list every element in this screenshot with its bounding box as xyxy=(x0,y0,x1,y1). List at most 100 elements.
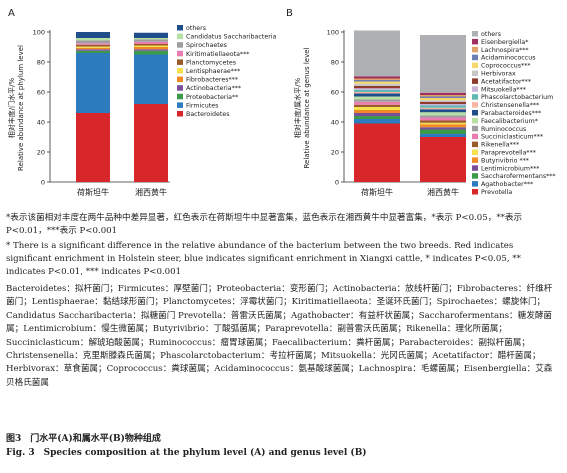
legend-swatch xyxy=(177,68,183,74)
legend-swatch xyxy=(177,76,183,83)
legend-swatch xyxy=(177,33,183,40)
bar-segment xyxy=(420,101,466,104)
legend-swatch xyxy=(177,102,183,108)
bar-segment xyxy=(134,39,168,42)
bar-segment xyxy=(134,54,168,104)
y-tick-label: 20 xyxy=(331,149,339,157)
bar-segment xyxy=(354,30,400,77)
bar-segment xyxy=(76,38,110,41)
bar-segment xyxy=(420,117,466,121)
bar-segment xyxy=(420,107,466,110)
bar-segment xyxy=(354,92,400,94)
legend-swatch xyxy=(472,78,478,84)
bar-segment xyxy=(354,116,400,119)
legend-label: Agathobacter*** xyxy=(481,181,533,188)
legend-label: Kiritimatiellaeota*** xyxy=(186,51,249,58)
bar-segment xyxy=(354,89,400,92)
bar-segment xyxy=(76,32,110,38)
y-axis-label-en: Relative abundance at genus level xyxy=(303,47,311,168)
bar-segment xyxy=(420,137,466,182)
legend-label: Succiniclasticum*** xyxy=(481,134,543,141)
bar-segment xyxy=(354,99,400,102)
bar-segment xyxy=(134,49,168,51)
y-tick-label: 0 xyxy=(335,179,339,187)
bar-segment xyxy=(76,113,110,182)
y-axis-label-cn: 相对丰度/门水平/% xyxy=(7,77,16,138)
bar-segment xyxy=(76,47,110,50)
bar-segment xyxy=(420,127,466,130)
legend-label: Ruminococcus xyxy=(481,126,526,133)
y-tick-label: 80 xyxy=(331,59,339,67)
legend-label: Lentisphaerae*** xyxy=(186,68,240,75)
legend-label: Eisenbergiella* xyxy=(481,39,528,46)
bar-segment xyxy=(76,40,110,44)
legend-swatch xyxy=(177,50,183,57)
y-tick-label: 40 xyxy=(37,119,45,127)
legend-swatch xyxy=(472,149,478,155)
figure-title-cn: 图3 门水平(A)和属水平(B)物种组成 xyxy=(6,434,161,444)
bar-segment xyxy=(134,38,168,40)
legend-swatch xyxy=(472,181,478,187)
bar-segment xyxy=(354,101,400,105)
bar-segment xyxy=(134,47,168,50)
legend-label: Mitsuokella*** xyxy=(481,86,526,93)
bar-segment xyxy=(420,92,466,95)
legend-label: Herbivorax xyxy=(481,71,516,78)
abbreviations-text: Bacteroidetes：拟杆菌门；Firmicutes：厚壁菌门；Prote… xyxy=(6,284,553,388)
panel-label: A xyxy=(8,8,15,19)
bar-segment xyxy=(420,109,466,113)
bar-segment xyxy=(76,46,110,48)
legend-label: Rikenella*** xyxy=(481,142,519,149)
legend-swatch xyxy=(472,141,478,148)
legend-swatch xyxy=(472,189,478,195)
y-tick-label: 100 xyxy=(327,29,339,37)
bar-segment xyxy=(354,104,400,107)
bar-segment xyxy=(420,112,466,116)
legend-swatch xyxy=(472,62,478,69)
legend-label: Prevotella xyxy=(481,189,512,196)
y-tick-label: 40 xyxy=(331,119,339,127)
bar-segment xyxy=(420,122,466,125)
bar-segment xyxy=(354,88,400,90)
bar-segment xyxy=(354,78,400,80)
y-tick-label: 80 xyxy=(37,59,45,67)
bar-segment xyxy=(420,96,466,98)
x-tick-label: 湘西黄牛 xyxy=(427,187,459,197)
bar-segment xyxy=(420,124,466,128)
x-tick-label: 荷斯坦牛 xyxy=(77,187,109,197)
bar-segment xyxy=(420,100,466,102)
legend-label: Phascolarctobacterium xyxy=(481,94,553,101)
y-axis-label-en: Relative abundance at phylum level xyxy=(17,45,25,171)
legend-label: Lentimicrobium*** xyxy=(481,165,539,172)
legend-swatch xyxy=(472,133,478,140)
bar-segment xyxy=(354,123,400,182)
y-tick-label: 60 xyxy=(37,89,45,97)
legend-swatch xyxy=(472,173,478,179)
legend-label: others xyxy=(186,25,206,32)
bar-segment xyxy=(76,49,110,51)
legend-swatch xyxy=(472,125,478,132)
y-axis-label: 相对丰度/属水平/%Relative abundance at genus le… xyxy=(293,47,311,168)
bar-segment xyxy=(354,113,400,116)
bar-segment xyxy=(420,115,466,118)
legend-swatch xyxy=(177,42,183,48)
legend-swatch xyxy=(472,110,478,116)
legend-label: Christensenella*** xyxy=(481,102,539,109)
legend-label: Planctomycetes xyxy=(186,59,236,66)
legend-label: Butyrivibrio *** xyxy=(481,157,529,164)
legend-label: Acidaminococcus xyxy=(481,55,536,62)
y-axis-label: 相对丰度/门水平/%Relative abundance at phylum l… xyxy=(7,45,25,171)
bar-segment xyxy=(354,76,400,79)
legend-swatch xyxy=(472,157,478,163)
legend-swatch xyxy=(177,25,183,31)
legend-swatch xyxy=(472,102,478,108)
bar-segment xyxy=(354,80,400,82)
legend-label: Saccharofermentans*** xyxy=(481,173,556,180)
legend-swatch xyxy=(177,111,183,117)
bar-segment xyxy=(354,81,400,84)
significance-note-en: * There is a significant difference in t… xyxy=(6,241,521,277)
bar-segment xyxy=(134,44,168,46)
bar-segment xyxy=(354,110,400,113)
y-tick-label: 0 xyxy=(41,179,45,187)
legend-label: Proteobacteria** xyxy=(186,94,238,101)
